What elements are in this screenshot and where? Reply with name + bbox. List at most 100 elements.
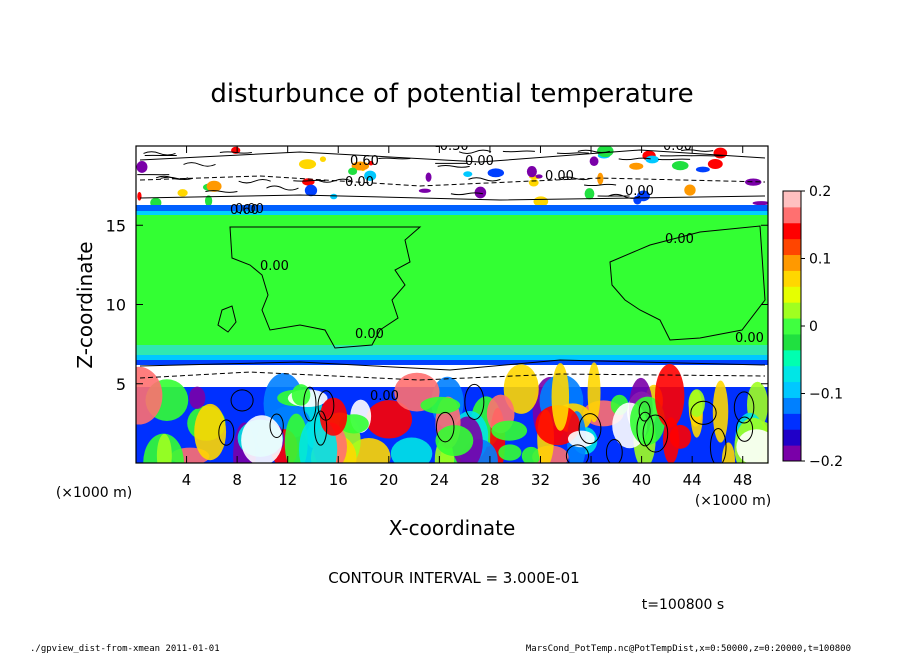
contour-line-8	[139, 194, 766, 201]
upper-noise-patch	[368, 160, 374, 166]
turbulence-blob	[291, 384, 311, 406]
contour-interval-label: CONTOUR INTERVAL = 3.000E-01	[328, 569, 579, 587]
upper-contour-squiggle	[266, 185, 299, 191]
colorbar-tick-label: 0.1	[809, 252, 831, 268]
contour-label: -0.30	[435, 139, 469, 154]
contour-line-4	[139, 359, 766, 371]
upper-noise-patch	[637, 190, 650, 202]
x-tick-label: 12	[278, 471, 297, 489]
plot-area: 0.000.600.00-0.300.000.600.000.000.000.0…	[135, 139, 769, 464]
y-tick-label: 10	[106, 296, 126, 315]
upper-contour-squiggle	[618, 157, 651, 161]
turbulence-blob	[521, 446, 541, 463]
turbulence-contour	[638, 401, 651, 422]
upper-contour-squiggle	[205, 190, 238, 193]
contour-label: 0.00	[235, 202, 264, 217]
colorbar-segment	[783, 206, 801, 224]
lower-boundary-band-1	[136, 345, 768, 355]
upper-noise	[136, 146, 768, 208]
upper-noise-patch	[584, 188, 595, 200]
upper-noise-patch	[351, 161, 370, 171]
upper-noise-patch	[597, 172, 604, 185]
colorbar-segment	[783, 349, 801, 367]
colorbar-tick-label: −0.1	[809, 387, 843, 403]
upper-contour-squiggle	[238, 178, 271, 184]
turbulence-blob	[156, 433, 172, 463]
upper-noise-patch	[364, 170, 377, 181]
contour-label: 0.00	[465, 154, 494, 169]
contour-line-6	[139, 149, 766, 163]
contour-line-5	[139, 371, 766, 381]
colorbar-segment	[783, 429, 801, 446]
upper-noise-patch	[695, 166, 710, 173]
x-axis-label: X-coordinate	[389, 516, 516, 540]
colorbar-segment	[783, 381, 801, 398]
contour-label: 0.60	[230, 203, 259, 218]
x-axis: 4 8 12 16 20 24 28 32 36 40 44 48	[182, 146, 752, 489]
upper-noise-patch	[204, 195, 213, 207]
colorbar-segment	[783, 397, 801, 414]
time-label: t=100800 s	[642, 597, 724, 613]
turbulence-contour	[464, 383, 485, 420]
footer-left: ./gpview_dist-from-xmean 2011-01-01	[30, 644, 220, 654]
upper-noise-patch	[304, 184, 318, 197]
turbulence-blob	[721, 442, 736, 463]
turbulence-contour	[578, 413, 602, 445]
turbulence-blob	[587, 362, 601, 423]
turbulence-contour	[709, 427, 727, 463]
upper-boundary-band-2	[136, 211, 768, 215]
upper-contour-squiggle	[143, 151, 176, 156]
turbulence-blob	[654, 364, 685, 428]
upper-noise-patch	[528, 179, 539, 187]
upper-noise-patch	[425, 172, 432, 182]
upper-noise-patch	[330, 193, 338, 200]
contour-label: 0.00	[665, 232, 694, 247]
turbulence-contour	[690, 400, 717, 425]
colorbar-segment	[783, 286, 801, 303]
turbulence-blob	[390, 437, 433, 463]
contour-line-7	[139, 175, 766, 187]
colorbar-segment	[783, 254, 801, 271]
x-tick-label: 24	[430, 471, 449, 489]
upper-noise-patch	[745, 178, 762, 186]
x-unit-right: (×1000 m)	[695, 493, 771, 509]
turbulence-contour	[269, 413, 284, 438]
turbulence-blob	[189, 386, 206, 410]
turbulence-contour	[636, 411, 654, 447]
x-tick-label: 4	[182, 471, 192, 489]
turbulence-contour	[303, 386, 317, 422]
chart-title: disturbunce of potential temperature	[210, 79, 693, 109]
upper-contour-squiggle	[556, 152, 589, 154]
colorbar-segment	[783, 413, 801, 430]
contour-label: 0.60	[350, 154, 379, 169]
contour-labels: 0.000.600.00-0.300.000.600.000.000.000.0…	[230, 139, 764, 404]
x-tick-label: 16	[329, 471, 348, 489]
y-axis-label: Z-coordinate	[73, 241, 97, 368]
turbulence-blob	[503, 364, 539, 414]
upper-noise-patch	[707, 159, 723, 170]
upper-contour-squiggle	[468, 177, 501, 182]
upper-noise-patch	[177, 189, 188, 197]
contour-line-1	[229, 226, 422, 349]
upper-noise-patch	[713, 147, 728, 159]
x-tick-label: 28	[480, 471, 499, 489]
lower-boundary-band-2	[136, 355, 768, 360]
upper-contour-squiggle	[293, 179, 326, 182]
upper-noise-patch	[535, 174, 543, 179]
colorbar-segment	[783, 365, 801, 383]
upper-contour-squiggle	[559, 176, 592, 181]
contour-label: 0.00	[545, 169, 574, 184]
colorbar-tick-label: 0.2	[809, 184, 831, 200]
upper-noise-patch	[463, 171, 473, 177]
upper-noise-patch	[487, 168, 505, 178]
contour-line-2	[609, 225, 766, 341]
turbulence-blob	[241, 415, 283, 463]
upper-contour-squiggle	[183, 162, 216, 167]
upper-noise-patch	[136, 160, 148, 173]
x-tick-label: 36	[581, 471, 600, 489]
x-tick-label: 32	[531, 471, 550, 489]
middle-layer	[136, 215, 768, 361]
turbulence-blob	[366, 400, 413, 439]
upper-contour-squiggle	[658, 158, 691, 161]
contour-label: 0.00	[355, 327, 384, 342]
